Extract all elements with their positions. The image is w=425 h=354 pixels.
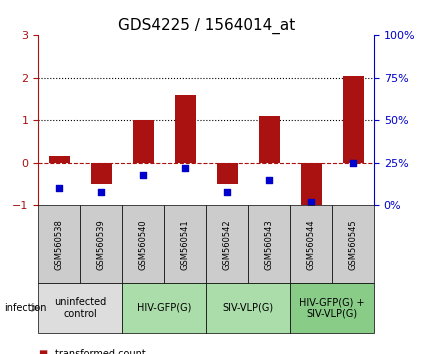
Bar: [133, 120, 154, 163]
Point: [182, 165, 189, 171]
Text: ■: ■: [38, 349, 48, 354]
Text: uninfected
control: uninfected control: [54, 297, 106, 319]
Text: SIV-VLP(G): SIV-VLP(G): [223, 303, 274, 313]
Text: GSM560541: GSM560541: [181, 219, 190, 270]
Text: HIV-GFP(G): HIV-GFP(G): [137, 303, 191, 313]
Text: GSM560542: GSM560542: [223, 219, 232, 270]
Text: GSM560544: GSM560544: [306, 219, 315, 270]
Text: GSM560540: GSM560540: [139, 219, 147, 270]
Bar: [343, 76, 363, 163]
Point: [224, 189, 230, 195]
Point: [350, 160, 357, 166]
Text: GSM560539: GSM560539: [97, 219, 106, 270]
Bar: [258, 116, 280, 163]
Point: [266, 177, 272, 183]
Point: [98, 189, 105, 195]
Text: GSM560538: GSM560538: [55, 219, 64, 270]
Title: GDS4225 / 1564014_at: GDS4225 / 1564014_at: [117, 18, 295, 34]
Text: HIV-GFP(G) +
SIV-VLP(G): HIV-GFP(G) + SIV-VLP(G): [299, 297, 365, 319]
Text: GSM560545: GSM560545: [348, 219, 357, 270]
Text: infection: infection: [4, 303, 47, 313]
Bar: [49, 156, 70, 163]
Bar: [175, 95, 196, 163]
Point: [56, 185, 62, 191]
Point: [308, 199, 314, 205]
Bar: [300, 163, 322, 205]
Text: transformed count: transformed count: [55, 349, 146, 354]
Bar: [217, 163, 238, 184]
Text: GSM560543: GSM560543: [265, 219, 274, 270]
Point: [140, 172, 147, 178]
Bar: [91, 163, 112, 184]
